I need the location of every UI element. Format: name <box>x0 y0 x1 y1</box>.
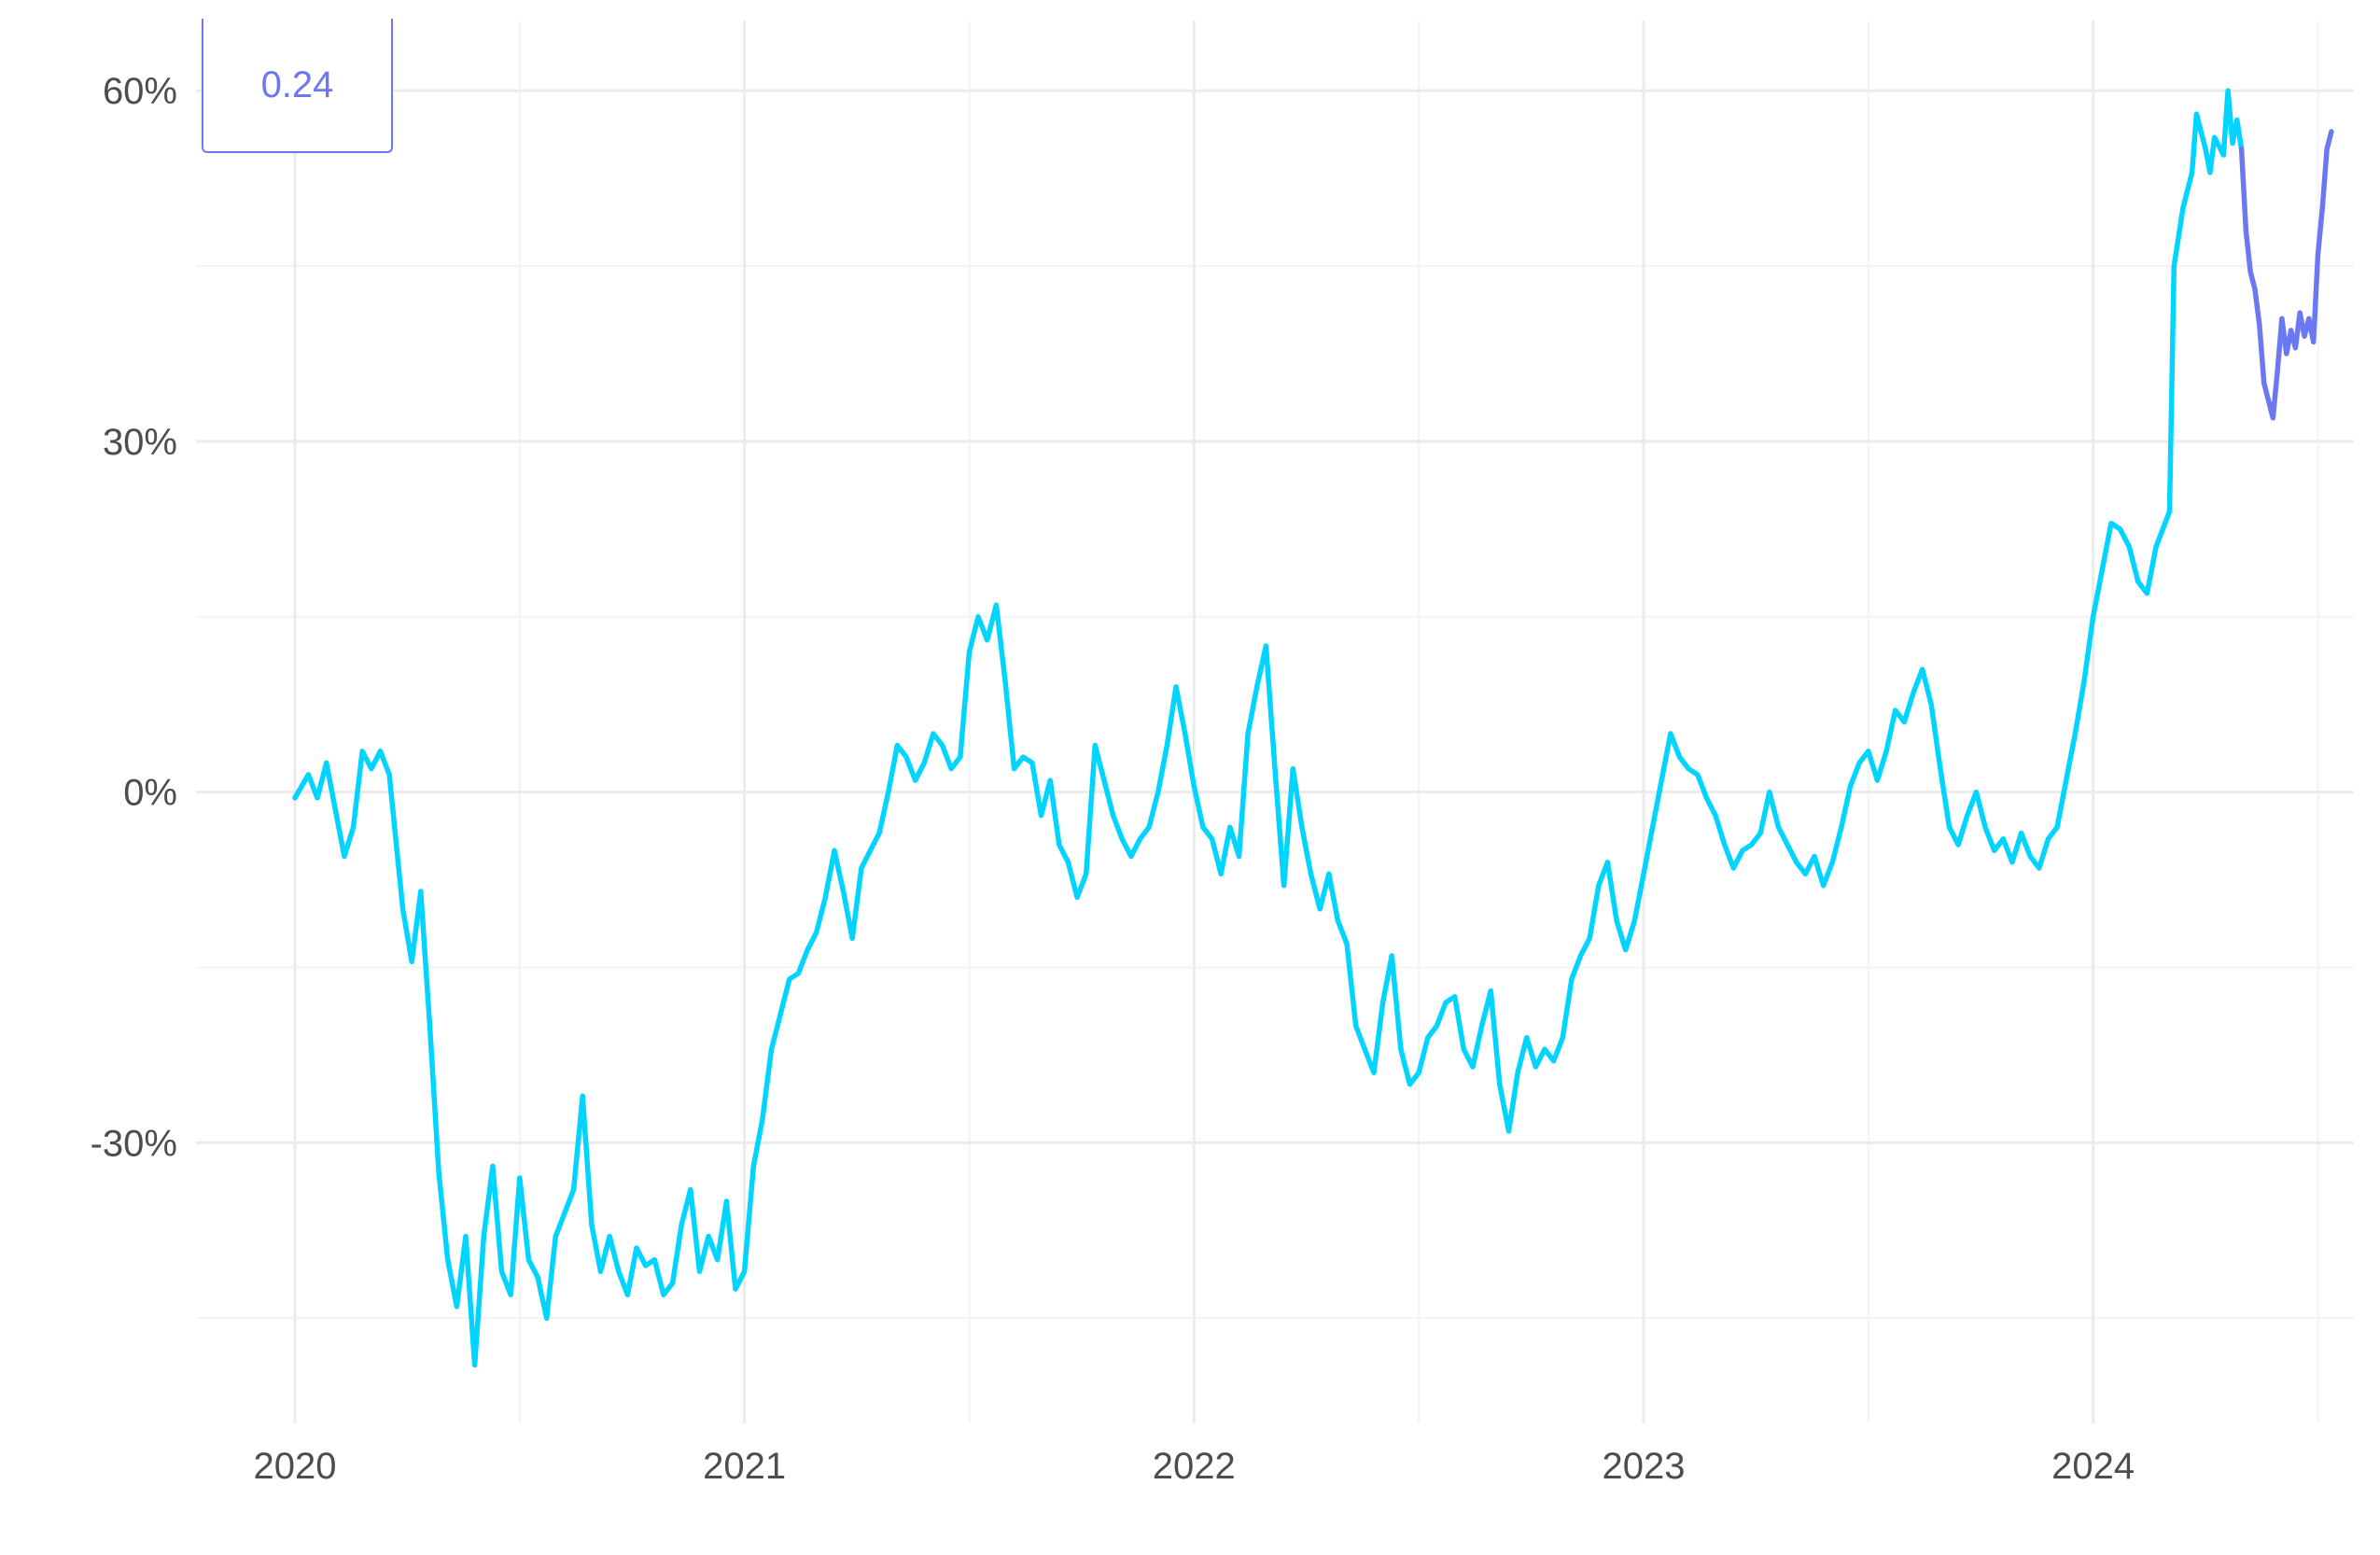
y-tick-label: 60% <box>103 71 177 112</box>
y-tick-label: 30% <box>103 422 177 463</box>
x-tick-label: 2023 <box>1602 1446 1685 1487</box>
x-tick-label: 2024 <box>2051 1446 2135 1487</box>
y-tick-label: 0% <box>123 773 177 814</box>
legend-value: 0.24 <box>260 63 334 105</box>
x-axis-tick-labels: 2020 2021 2022 2023 2024 <box>253 1446 2135 1487</box>
y-axis-tick-labels: -30% 0% 30% 60% <box>91 71 177 1164</box>
minor-gridlines <box>196 21 2354 1423</box>
series-line-1 <box>292 88 2245 1368</box>
y-tick-label: -30% <box>91 1123 177 1164</box>
major-gridlines <box>196 21 2354 1423</box>
series-layer <box>292 88 2334 1368</box>
series-line-2 <box>2238 129 2334 421</box>
x-tick-label: 2022 <box>1153 1446 1236 1487</box>
x-tick-label: 2021 <box>703 1446 786 1487</box>
legend-box: 0.24 <box>202 19 393 153</box>
x-tick-label: 2020 <box>253 1446 336 1487</box>
